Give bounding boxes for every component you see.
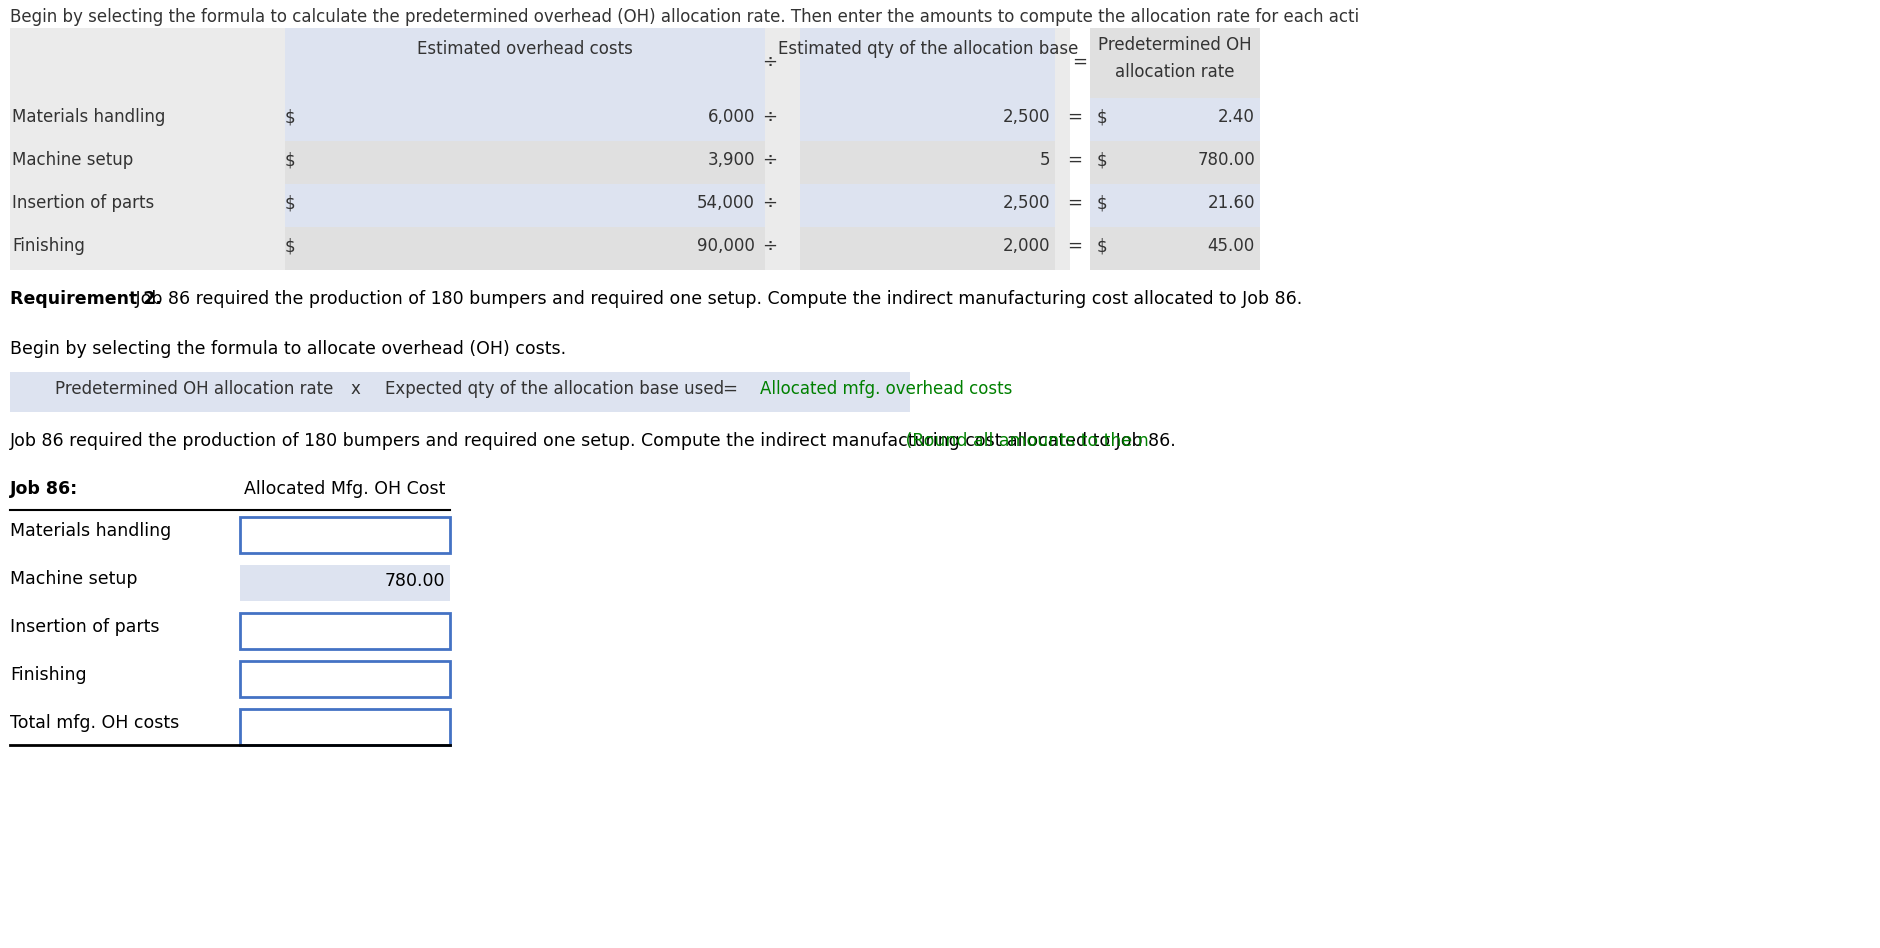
- Text: $: $: [1098, 151, 1107, 169]
- Bar: [1090, 28, 1260, 98]
- Text: $: $: [286, 194, 295, 212]
- Bar: [1090, 227, 1260, 270]
- Bar: [801, 184, 1055, 227]
- Text: Estimated qty of the allocation base: Estimated qty of the allocation base: [778, 40, 1079, 58]
- Text: Materials handling: Materials handling: [11, 108, 165, 126]
- Text: Materials handling: Materials handling: [9, 522, 171, 540]
- Bar: [801, 98, 1055, 141]
- Text: 2,000: 2,000: [1002, 237, 1051, 255]
- Text: Insertion of parts: Insertion of parts: [9, 618, 160, 636]
- Bar: [241, 661, 449, 697]
- Text: Machine setup: Machine setup: [9, 570, 137, 588]
- Text: allocation rate: allocation rate: [1115, 63, 1235, 81]
- Text: 3,900: 3,900: [707, 151, 756, 169]
- Text: Job 86 required the production of 180 bumpers and required one setup. Compute th: Job 86 required the production of 180 bu…: [9, 432, 1177, 450]
- Text: Begin by selecting the formula to calculate the predetermined overhead (OH) allo: Begin by selecting the formula to calcul…: [9, 8, 1359, 26]
- Text: 21.60: 21.60: [1207, 194, 1256, 212]
- Text: Allocated mfg. overhead costs: Allocated mfg. overhead costs: [760, 380, 1011, 398]
- Text: Finishing: Finishing: [11, 237, 85, 255]
- Text: Expected qty of the allocation base used: Expected qty of the allocation base used: [385, 380, 724, 398]
- Text: $: $: [286, 237, 295, 255]
- Text: =: =: [1072, 53, 1087, 71]
- Text: =: =: [1068, 194, 1083, 212]
- Text: 45.00: 45.00: [1207, 237, 1256, 255]
- Text: Finishing: Finishing: [9, 666, 86, 684]
- Text: $: $: [286, 151, 295, 169]
- Bar: [1090, 184, 1260, 227]
- Bar: [9, 372, 910, 412]
- Text: Job 86:: Job 86:: [9, 480, 79, 498]
- Text: Total mfg. OH costs: Total mfg. OH costs: [9, 714, 179, 732]
- Text: 5: 5: [1040, 151, 1051, 169]
- Text: $: $: [1098, 108, 1107, 126]
- Text: ÷: ÷: [763, 194, 778, 212]
- Text: 90,000: 90,000: [697, 237, 756, 255]
- Text: $: $: [286, 108, 295, 126]
- Bar: [801, 227, 1055, 270]
- Text: ÷: ÷: [763, 237, 778, 255]
- Text: Insertion of parts: Insertion of parts: [11, 194, 154, 212]
- Text: =: =: [722, 380, 737, 398]
- Bar: [241, 565, 449, 601]
- Bar: [286, 184, 765, 227]
- Text: Begin by selecting the formula to allocate overhead (OH) costs.: Begin by selecting the formula to alloca…: [9, 340, 566, 358]
- Text: ÷: ÷: [763, 108, 778, 126]
- Text: =: =: [1068, 151, 1083, 169]
- Text: x: x: [350, 380, 359, 398]
- Bar: [801, 28, 1055, 98]
- Text: Predetermined OH: Predetermined OH: [1098, 36, 1252, 54]
- Bar: [286, 98, 765, 141]
- Text: Allocated Mfg. OH Cost: Allocated Mfg. OH Cost: [244, 480, 446, 498]
- Bar: [286, 141, 765, 184]
- Text: ÷: ÷: [763, 151, 778, 169]
- Text: Estimated overhead costs: Estimated overhead costs: [417, 40, 634, 58]
- Text: ÷: ÷: [763, 53, 778, 71]
- Text: 2.40: 2.40: [1218, 108, 1256, 126]
- Bar: [286, 28, 765, 98]
- Text: 54,000: 54,000: [697, 194, 756, 212]
- Bar: [241, 517, 449, 553]
- Text: $: $: [1098, 194, 1107, 212]
- Text: 6,000: 6,000: [707, 108, 756, 126]
- Bar: [801, 141, 1055, 184]
- Text: =: =: [1068, 237, 1083, 255]
- Text: Predetermined OH allocation rate: Predetermined OH allocation rate: [55, 380, 333, 398]
- Text: 2,500: 2,500: [1002, 194, 1051, 212]
- Text: Job 86 required the production of 180 bumpers and required one setup. Compute th: Job 86 required the production of 180 bu…: [130, 290, 1303, 308]
- Bar: [9, 28, 1070, 270]
- Text: 780.00: 780.00: [385, 572, 446, 590]
- Text: =: =: [1068, 108, 1083, 126]
- Text: 2,500: 2,500: [1002, 108, 1051, 126]
- Bar: [286, 227, 765, 270]
- Text: Requirement 2.: Requirement 2.: [9, 290, 162, 308]
- Bar: [241, 613, 449, 649]
- Text: Machine setup: Machine setup: [11, 151, 133, 169]
- Bar: [1090, 98, 1260, 141]
- Bar: [1090, 141, 1260, 184]
- Text: (Round all amounts to the n: (Round all amounts to the n: [901, 432, 1149, 450]
- Bar: [241, 709, 449, 745]
- Text: $: $: [1098, 237, 1107, 255]
- Text: 780.00: 780.00: [1198, 151, 1256, 169]
